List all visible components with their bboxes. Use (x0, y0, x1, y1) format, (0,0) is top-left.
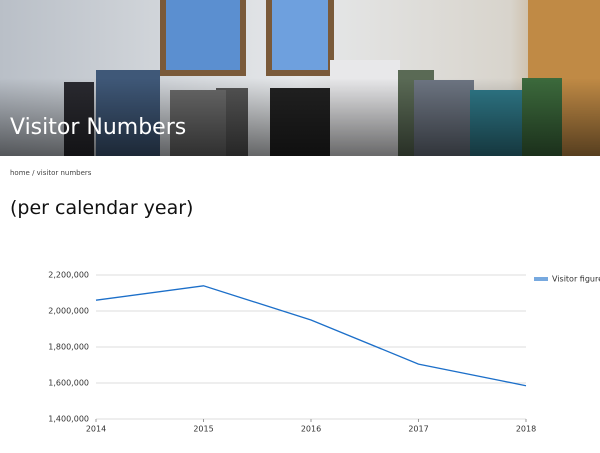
x-tick-label: 2018 (516, 425, 536, 434)
page-title: Visitor Numbers (10, 115, 186, 140)
breadcrumb[interactable]: home / visitor numbers (10, 169, 92, 177)
heading: (per calendar year) (10, 197, 194, 219)
x-tick-label: 2016 (301, 425, 321, 434)
x-tick-label: 2017 (408, 425, 428, 434)
legend-swatch (534, 277, 548, 281)
y-tick-label: 2,200,000 (48, 271, 89, 280)
hero-image: Visitor Numbers (0, 0, 600, 156)
y-tick-label: 1,600,000 (48, 379, 89, 388)
y-tick-label: 2,000,000 (48, 307, 89, 316)
x-tick-label: 2015 (193, 425, 213, 434)
y-tick-label: 1,400,000 (48, 415, 89, 424)
x-tick-label: 2014 (86, 425, 106, 434)
legend-label: Visitor figures (552, 275, 600, 284)
y-tick-label: 1,800,000 (48, 343, 89, 352)
line (95, 285, 527, 387)
